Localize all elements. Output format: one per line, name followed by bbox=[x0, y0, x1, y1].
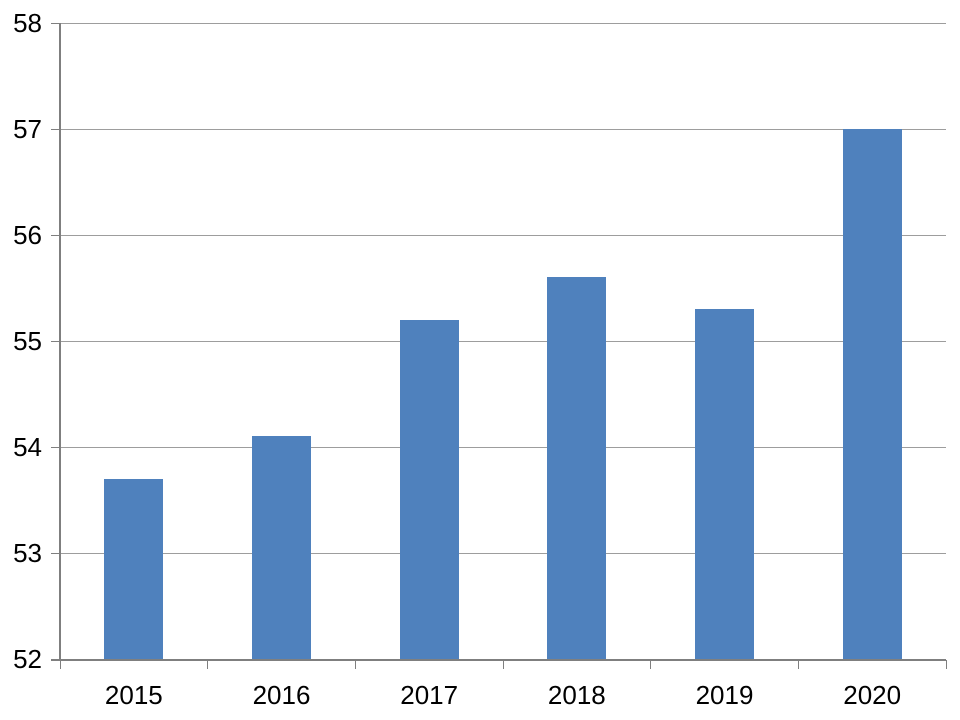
x-tick bbox=[945, 660, 947, 669]
y-tick bbox=[51, 128, 60, 130]
y-tick-label: 58 bbox=[13, 8, 42, 38]
x-tick bbox=[207, 660, 209, 669]
x-tick bbox=[797, 660, 799, 669]
y-tick-label: 57 bbox=[13, 114, 42, 144]
bar-2020 bbox=[842, 129, 902, 659]
y-tick-label: 56 bbox=[13, 220, 42, 250]
x-tick-label: 2018 bbox=[547, 680, 606, 710]
y-gridline bbox=[60, 128, 946, 130]
y-gridline bbox=[60, 552, 946, 554]
bar-2017 bbox=[399, 319, 459, 659]
y-tick-label: 52 bbox=[13, 644, 42, 674]
bar-2016 bbox=[252, 436, 311, 659]
x-tick-label: 2019 bbox=[695, 680, 754, 710]
y-gridline bbox=[60, 22, 946, 24]
x-tick-label: 2020 bbox=[843, 680, 902, 710]
y-gridline bbox=[60, 234, 946, 236]
x-tick bbox=[354, 660, 356, 669]
y-tick bbox=[51, 446, 60, 448]
y-tick bbox=[51, 552, 60, 554]
y-tick bbox=[51, 22, 60, 24]
y-tick-label: 53 bbox=[13, 538, 42, 568]
y-tick-label: 54 bbox=[13, 432, 42, 462]
y-gridline bbox=[60, 446, 946, 448]
bar-2018 bbox=[547, 277, 607, 659]
x-axis-line bbox=[51, 659, 946, 661]
x-tick bbox=[650, 660, 652, 669]
y-axis-line bbox=[59, 23, 61, 660]
x-tick-label: 2015 bbox=[104, 680, 163, 710]
x-tick-label: 2016 bbox=[252, 680, 311, 710]
bar-2015 bbox=[104, 478, 164, 659]
x-tick-label: 2017 bbox=[400, 680, 459, 710]
bar-2019 bbox=[695, 309, 754, 659]
y-tick-label: 55 bbox=[13, 326, 42, 356]
y-gridline bbox=[60, 340, 946, 342]
y-tick bbox=[51, 340, 60, 342]
x-tick bbox=[59, 660, 61, 669]
y-tick bbox=[51, 234, 60, 236]
x-tick bbox=[502, 660, 504, 669]
